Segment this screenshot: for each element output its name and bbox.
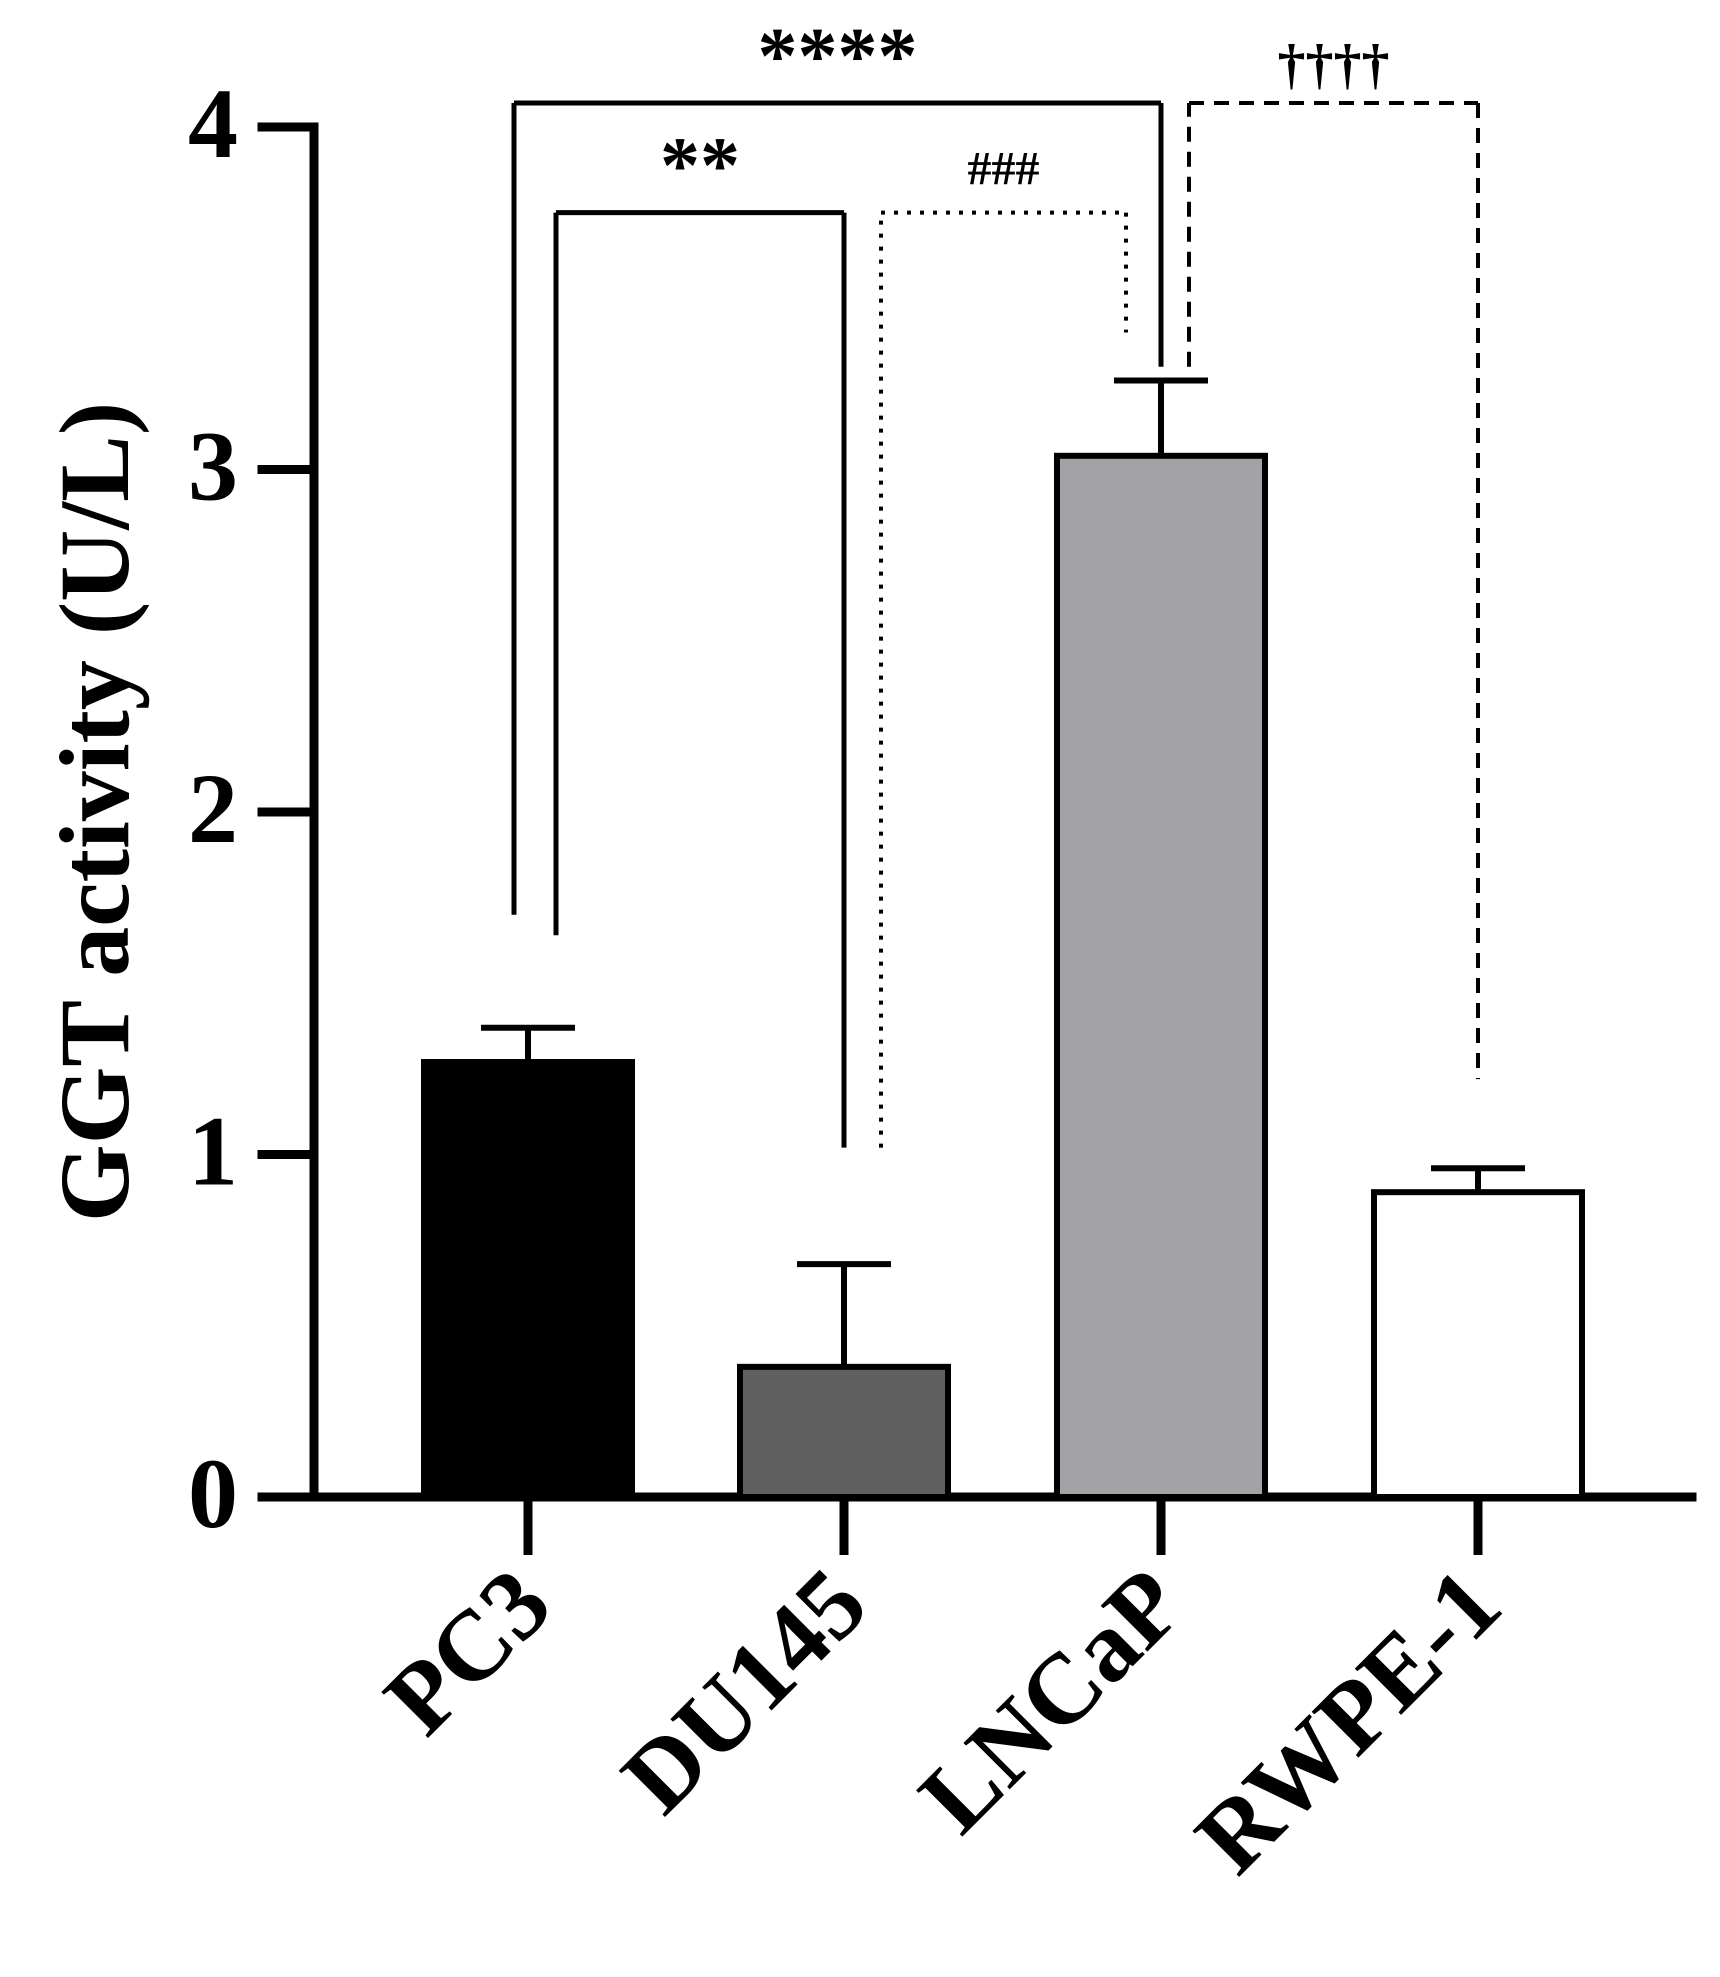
- y-tick-label-2: 2: [188, 753, 238, 864]
- comparison-label-1: **: [660, 123, 740, 211]
- y-tick-label-1: 1: [188, 1096, 238, 1207]
- y-tick-label-0: 0: [188, 1438, 238, 1549]
- x-tick-label-rwpe-1: RWPE-1: [1175, 1547, 1522, 1894]
- y-tick-label-3: 3: [188, 411, 238, 522]
- y-tick-label-4: 4: [188, 68, 238, 179]
- x-tick-label-lncap: LNCaP: [898, 1547, 1204, 1853]
- bar-rwpe-1: [1371, 1189, 1585, 1501]
- bar-pc3: [421, 1059, 635, 1501]
- bar-du145: [737, 1363, 951, 1500]
- comparison-label-2: ###: [968, 143, 1040, 196]
- x-tick-label-du145: DU145: [601, 1547, 888, 1834]
- comparison-label-0: ****: [758, 13, 918, 101]
- comparison-label-3: ††††: [1278, 34, 1390, 96]
- y-axis-label: GGT activity (U/L): [39, 402, 150, 1222]
- plot-layer: 0 1 2 3 4 GGT activity (U/L) PC3 DU145 LNCaPRWPE…: [39, 13, 1697, 1894]
- bar-lncap: [1054, 452, 1268, 1500]
- x-tick-label-pc3: PC3: [363, 1547, 571, 1755]
